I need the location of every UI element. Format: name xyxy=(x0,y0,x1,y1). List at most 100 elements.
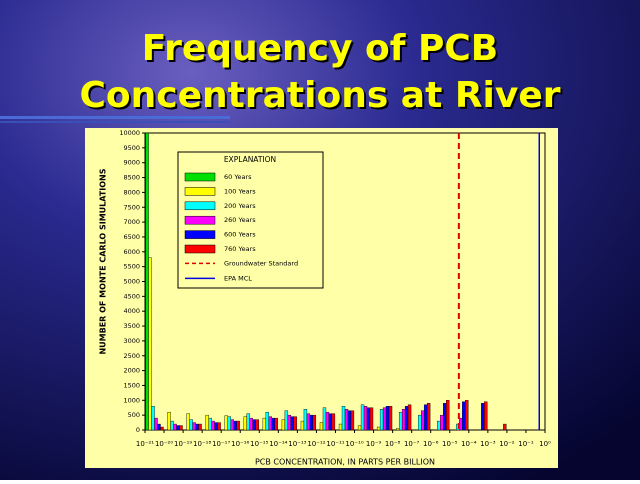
y-tick-label: 9500 xyxy=(123,144,140,152)
bar xyxy=(195,423,199,431)
x-axis-label: PCB CONCENTRATION, IN PARTS PER BILLION xyxy=(255,458,435,467)
bar xyxy=(306,413,311,431)
x-tick-label: 10⁻⁷ xyxy=(404,440,420,448)
x-tick-label: 10⁻¹⁹ xyxy=(174,440,192,448)
title: Frequency of PCB Frequency of PCB Concen… xyxy=(79,28,562,118)
title-shadow: Frequency of PCB xyxy=(144,30,500,71)
bar xyxy=(360,404,365,431)
legend-label: Groundwater Standard xyxy=(224,259,298,267)
bar xyxy=(382,407,387,431)
legend-label: 100 Years xyxy=(224,187,256,195)
bar xyxy=(233,420,237,431)
y-tick-label: 3000 xyxy=(123,337,140,345)
bar xyxy=(423,404,428,431)
bar xyxy=(379,409,384,431)
bar xyxy=(420,410,425,431)
x-tick-label: 10⁻¹⁶ xyxy=(231,440,249,448)
y-tick-label: 6500 xyxy=(123,233,140,241)
bar xyxy=(484,401,488,431)
bar xyxy=(271,417,275,431)
bar xyxy=(401,409,406,431)
y-tick-label: 7000 xyxy=(123,218,140,226)
bar xyxy=(290,416,295,431)
x-tick-label: 10⁻¹⁸ xyxy=(193,440,211,448)
x-tick-label: 10⁰ xyxy=(539,440,551,448)
stripe xyxy=(0,121,230,123)
bar xyxy=(205,414,209,431)
legend-label: 260 Years xyxy=(224,216,256,224)
bar xyxy=(265,411,270,431)
legend-swatch xyxy=(184,230,216,239)
y-tick-label: 2500 xyxy=(123,352,140,360)
y-tick-label: 4000 xyxy=(123,307,140,315)
bar xyxy=(385,406,390,431)
bar xyxy=(160,426,164,431)
y-tick-label: 1000 xyxy=(123,396,140,404)
bar xyxy=(426,403,431,431)
bar xyxy=(341,406,346,431)
bar xyxy=(404,406,409,431)
legend-label: 200 Years xyxy=(224,202,256,210)
bar xyxy=(503,423,507,431)
bar xyxy=(252,419,256,431)
legend-title: EXPLANATION xyxy=(224,155,276,164)
bar xyxy=(179,425,183,431)
bar xyxy=(395,428,400,431)
bar xyxy=(151,406,155,431)
bar xyxy=(249,417,253,431)
bar xyxy=(465,400,469,431)
x-tick-label: 10⁻⁸ xyxy=(385,440,401,448)
y-tick-label: 8000 xyxy=(123,188,140,196)
bar xyxy=(338,423,343,431)
bar xyxy=(357,425,362,431)
bar xyxy=(309,414,314,431)
x-tick-label: 10⁻¹⁰ xyxy=(345,440,363,448)
bar xyxy=(443,403,447,431)
bar xyxy=(148,257,152,431)
chart: 0 500 1000 1500 2000 2500 3000 3500 4000 4500 5000… xyxy=(99,129,552,467)
bar xyxy=(407,404,412,431)
bar xyxy=(319,422,324,431)
bar xyxy=(243,416,247,431)
bar xyxy=(437,420,441,431)
x-tick-label: 10⁻⁹ xyxy=(366,440,382,448)
bar xyxy=(230,419,234,431)
bar xyxy=(388,406,393,431)
y-tick-label: 4500 xyxy=(123,292,140,300)
bar xyxy=(192,422,196,431)
bar xyxy=(217,422,221,431)
bar xyxy=(481,403,485,431)
bar xyxy=(208,417,212,431)
title-line: Frequency of PCB xyxy=(142,28,498,69)
y-tick-label: 9000 xyxy=(123,159,140,167)
y-tick-label: 2000 xyxy=(123,367,140,375)
bar xyxy=(274,417,278,431)
y-axis-label: NUMBER OF MONTE CARLO SIMULATIONS xyxy=(99,168,108,354)
bar xyxy=(418,414,422,431)
bar xyxy=(369,407,374,431)
bar xyxy=(262,417,267,431)
bar xyxy=(198,423,202,431)
bar xyxy=(284,410,289,431)
y-tick-label: 0 xyxy=(136,426,140,434)
y-tick-label: 1500 xyxy=(123,381,140,389)
bar xyxy=(398,411,403,431)
y-tick-label: 6000 xyxy=(123,248,140,256)
bar xyxy=(186,413,190,431)
bar xyxy=(303,409,308,431)
bar xyxy=(347,410,352,431)
bar xyxy=(176,425,180,431)
x-tick-label: 10⁻⁶ xyxy=(423,440,439,448)
x-tick-label: 10⁻¹⁷ xyxy=(212,440,230,448)
legend-label: EPA MCL xyxy=(224,274,252,282)
bar xyxy=(214,422,218,431)
y-tick-label: 500 xyxy=(128,411,140,419)
bar xyxy=(157,423,161,431)
bar xyxy=(331,413,336,431)
x-tick-label: 10⁻⁵ xyxy=(442,440,458,448)
bar xyxy=(322,407,327,431)
x-tick-label: 10⁻²⁰ xyxy=(155,440,173,448)
bar xyxy=(350,410,355,431)
bar xyxy=(281,419,286,431)
